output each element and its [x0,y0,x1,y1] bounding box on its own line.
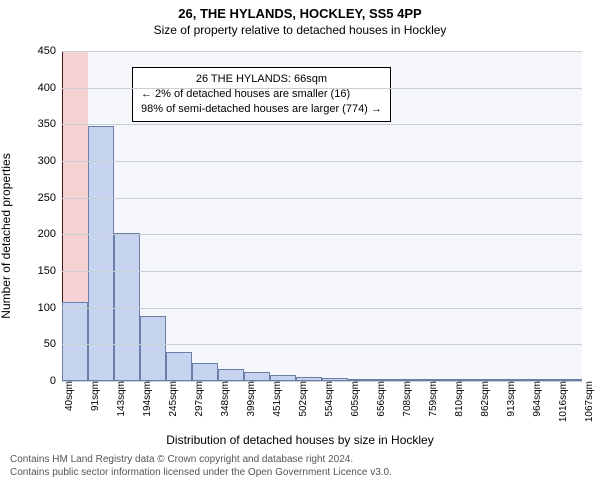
y-tick-label: 450 [38,45,62,57]
x-tick-label: 759sqm [426,381,439,417]
histogram-bar [88,126,114,381]
x-tick-label: 348sqm [218,381,231,417]
y-tick-label: 150 [38,265,62,277]
x-tick-label: 40sqm [62,381,75,411]
y-tick-label: 50 [44,338,62,350]
grid-line [62,271,582,272]
histogram-bar [62,302,88,381]
x-tick-label: 297sqm [192,381,205,417]
x-tick-label: 502sqm [296,381,309,417]
histogram-bar [140,316,166,381]
x-tick-label: 143sqm [114,381,127,417]
x-tick-label: 245sqm [166,381,179,417]
x-tick-label: 194sqm [140,381,153,417]
y-tick-label: 300 [38,155,62,167]
grid-line [62,51,582,52]
grid-line [62,88,582,89]
x-tick-label: 451sqm [270,381,283,417]
x-tick-label: 605sqm [348,381,361,417]
x-tick-label: 1016sqm [556,381,569,422]
histogram-bar [244,372,270,381]
y-tick-label: 0 [50,375,62,387]
y-tick-label: 200 [38,228,62,240]
x-tick-label: 656sqm [374,381,387,417]
footer: Contains HM Land Registry data © Crown c… [0,447,600,479]
y-tick-label: 400 [38,82,62,94]
plot-area: 26 THE HYLANDS: 66sqm← 2% of detached ho… [62,51,582,381]
footer-line-1: Contains HM Land Registry data © Crown c… [10,453,590,466]
y-tick-label: 350 [38,118,62,130]
histogram-bar [192,363,218,381]
x-tick-label: 810sqm [452,381,465,417]
grid-line [62,344,582,345]
info-box: 26 THE HYLANDS: 66sqm← 2% of detached ho… [132,67,391,122]
grid-line [62,308,582,309]
histogram-bar [218,369,244,381]
grid-line [62,198,582,199]
grid-line [62,124,582,125]
x-axis-title: Distribution of detached houses by size … [0,431,600,447]
y-axis-label: Number of detached properties [0,153,13,318]
x-tick-label: 862sqm [478,381,491,417]
y-tick-label: 100 [38,302,62,314]
x-tick-label: 399sqm [244,381,257,417]
x-tick-label: 91sqm [88,381,101,411]
x-tick-label: 964sqm [530,381,543,417]
grid-line [62,161,582,162]
footer-line-2: Contains public sector information licen… [10,466,590,479]
info-box-line: ← 2% of detached houses are smaller (16) [141,87,382,102]
info-box-line: 98% of semi-detached houses are larger (… [141,102,382,117]
x-tick-label: 554sqm [322,381,335,417]
x-tick-label: 708sqm [400,381,413,417]
chart-area: Number of detached properties 26 THE HYL… [0,41,600,431]
info-box-line: 26 THE HYLANDS: 66sqm [141,72,382,87]
grid-line [62,234,582,235]
histogram-bar [166,352,192,381]
y-tick-label: 250 [38,192,62,204]
x-tick-label: 913sqm [504,381,517,417]
chart-title-main: 26, THE HYLANDS, HOCKLEY, SS5 4PP [0,0,600,21]
x-tick-label: 1067sqm [582,381,595,422]
chart-title-sub: Size of property relative to detached ho… [0,21,600,41]
